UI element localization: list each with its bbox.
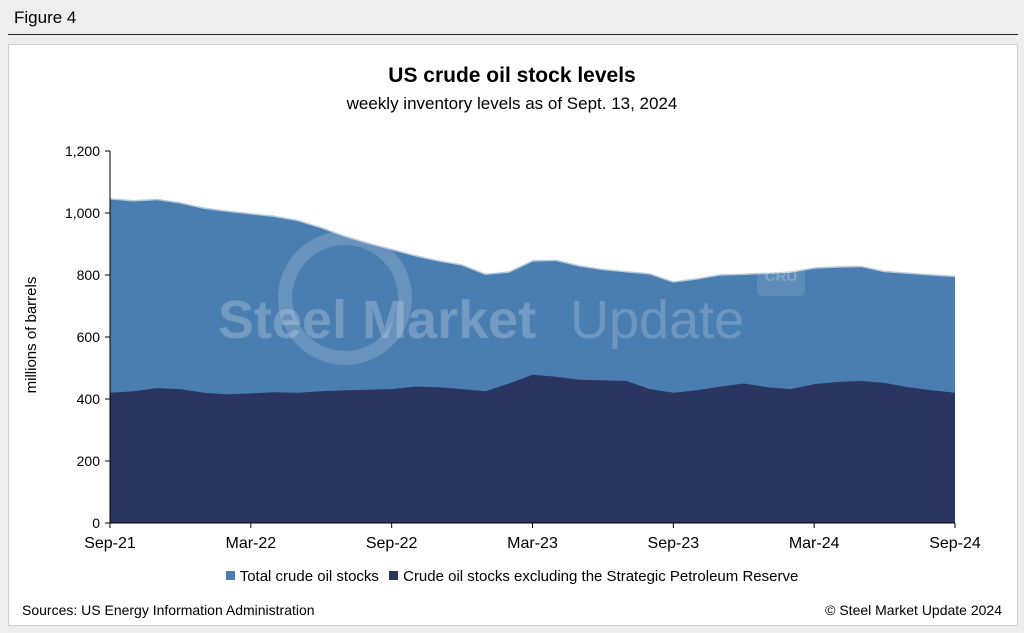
legend-swatch-total: [225, 571, 235, 580]
legend-swatch-excl-spr: [389, 571, 399, 580]
area-layer: [109, 196, 956, 523]
y-tick-label: 800: [77, 267, 101, 283]
legend-item-total: Total crude oil stocks: [225, 568, 379, 585]
watermark-text-bold: Steel Market: [218, 290, 536, 350]
x-tick-label: Sep-21: [84, 535, 136, 552]
watermark-cru-text: CRU: [765, 268, 798, 285]
area-crude-excl-spr: [110, 374, 955, 523]
x-axis: Sep-21 Mar-22 Sep-22 Mar-23 Sep-23 Mar-24 Sep-…: [84, 522, 981, 552]
y-axis-title: millions of barrels: [23, 277, 40, 394]
watermark-text-light: Update: [570, 290, 744, 350]
header-rule: [8, 34, 1018, 35]
x-tick-label: Mar-22: [225, 535, 276, 552]
chart-title: US crude oil stock levels: [388, 64, 636, 87]
source-note: Sources: US Energy Information Administr…: [22, 602, 315, 618]
y-tick-label: 200: [77, 453, 101, 469]
y-tick-label: 600: [77, 329, 101, 345]
y-tick-label: 400: [77, 391, 101, 407]
legend-label-excl-spr: Crude oil stocks excluding the Strategic…: [403, 568, 799, 585]
x-tick-label: Mar-24: [789, 535, 840, 552]
y-tick-label: 1,200: [65, 143, 100, 159]
x-tick-label: Sep-22: [366, 535, 418, 552]
figure-label: Figure 4: [14, 8, 77, 27]
legend-label-total: Total crude oil stocks: [239, 568, 379, 585]
watermark: Steel Market Update CRU: [218, 231, 805, 365]
chart-subtitle: weekly inventory levels as of Sept. 13, …: [346, 94, 678, 113]
legend: Total crude oil stocks Crude oil stocks …: [0, 568, 1024, 585]
copyright-note: © Steel Market Update 2024: [825, 602, 1002, 618]
x-tick-label: Sep-23: [648, 535, 700, 552]
legend-item-excl-spr: Crude oil stocks excluding the Strategic…: [389, 568, 798, 585]
watermark-cru-box: [757, 252, 805, 296]
x-tick-label: Sep-24: [929, 535, 981, 552]
y-tick-label: 1,000: [65, 205, 100, 221]
watermark-ring: [278, 231, 412, 365]
y-tick-label: 0: [92, 515, 100, 531]
x-tick-label: Mar-23: [507, 535, 558, 552]
total-series-edge: [109, 196, 956, 283]
y-axis: 0 200 400 600 800 1,000 1,200: [65, 143, 111, 531]
